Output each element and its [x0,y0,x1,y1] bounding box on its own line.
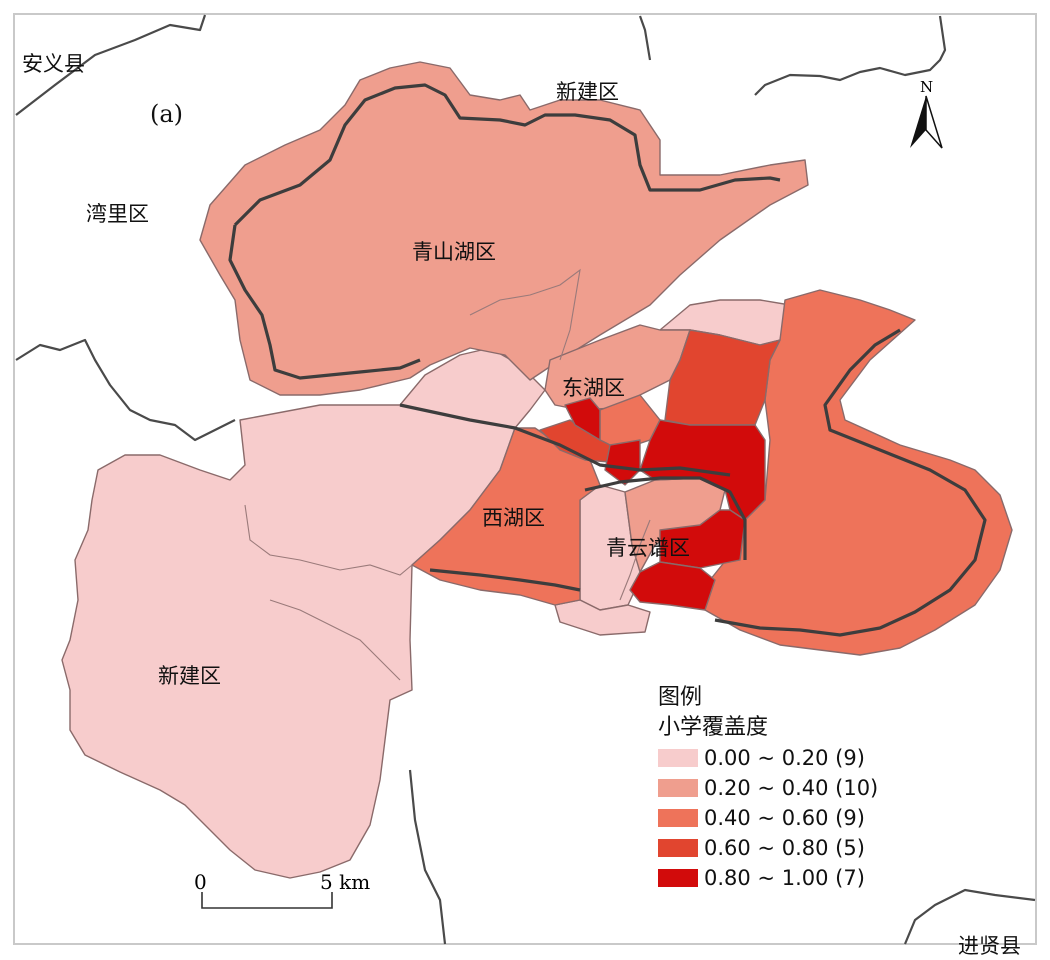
place-label-qingyunpu: 青云谱区 [606,536,690,560]
county-border [754,15,947,96]
scale-bar: 0 5 km [192,870,372,915]
street-boundary [619,519,651,601]
legend-range: 0.00 ~ 0.20 (9) [704,746,865,770]
place-label-wanli: 湾里区 [86,202,149,226]
place-label-xinjian-bottom: 新建区 [158,664,221,688]
district-boundary [584,476,747,560]
district-boundary [233,83,781,227]
map-frame [13,13,1037,945]
legend-item: 0.00 ~ 0.20 (9) [658,743,878,773]
street-boundary [269,599,401,681]
region-qingshanhu [199,61,809,396]
legend: 图例 小学覆盖度 0.00 ~ 0.20 (9) 0.20 ~ 0.40 (10)… [658,683,878,893]
county-border [15,14,207,116]
panel-label: (a) [150,100,184,128]
legend-swatch [658,869,698,887]
legend-item: 0.20 ~ 0.40 (10) [658,773,878,803]
scale-bar-line [201,892,333,909]
district-boundary [429,568,581,592]
region-core-3 [604,439,641,486]
street-boundary [244,504,413,576]
place-label-xinjian-top: 新建区 [556,80,619,104]
legend-item: 0.80 ~ 1.00 (7) [658,863,878,893]
legend-range: 0.80 ~ 1.00 (7) [704,866,865,890]
region-south-pale [554,599,651,636]
region-core-5 [629,561,716,611]
legend-swatch [658,809,698,827]
place-label-jinxian: 进贤县 [958,934,1021,958]
north-arrow-icon [910,95,943,149]
north-arrow: N [902,78,952,158]
legend-range: 0.40 ~ 0.60 (9) [704,806,865,830]
legend-item: 0.40 ~ 0.60 (9) [658,803,878,833]
legend-item: 0.60 ~ 0.80 (5) [658,833,878,863]
region-core-2 [564,397,601,441]
scale-end: 5 km [320,870,371,894]
place-label-qingshanhu: 青山湖区 [412,240,496,264]
county-border [408,769,447,945]
legend-swatch [658,749,698,767]
district-boundary [228,224,421,380]
county-border [638,15,652,61]
region-xinjian [61,404,516,879]
north-arrow-label: N [920,78,934,96]
legend-title: 图例 [658,685,703,710]
county-border [15,338,236,442]
district-boundary [714,328,987,637]
place-label-xihu: 西湖区 [482,506,545,530]
place-label-anyi: 安义县 [22,52,85,76]
legend-swatch [658,779,698,797]
scale-start: 0 [194,870,207,894]
district-boundary [399,403,731,477]
legend-swatch [658,839,698,857]
county-border [903,888,1036,945]
legend-range: 0.20 ~ 0.40 (10) [704,776,879,800]
legend-range: 0.60 ~ 0.80 (5) [704,836,865,860]
legend-subtitle: 小学覆盖度 [658,715,769,740]
place-label-donghu: 东湖区 [562,376,625,400]
street-boundary [469,268,581,361]
